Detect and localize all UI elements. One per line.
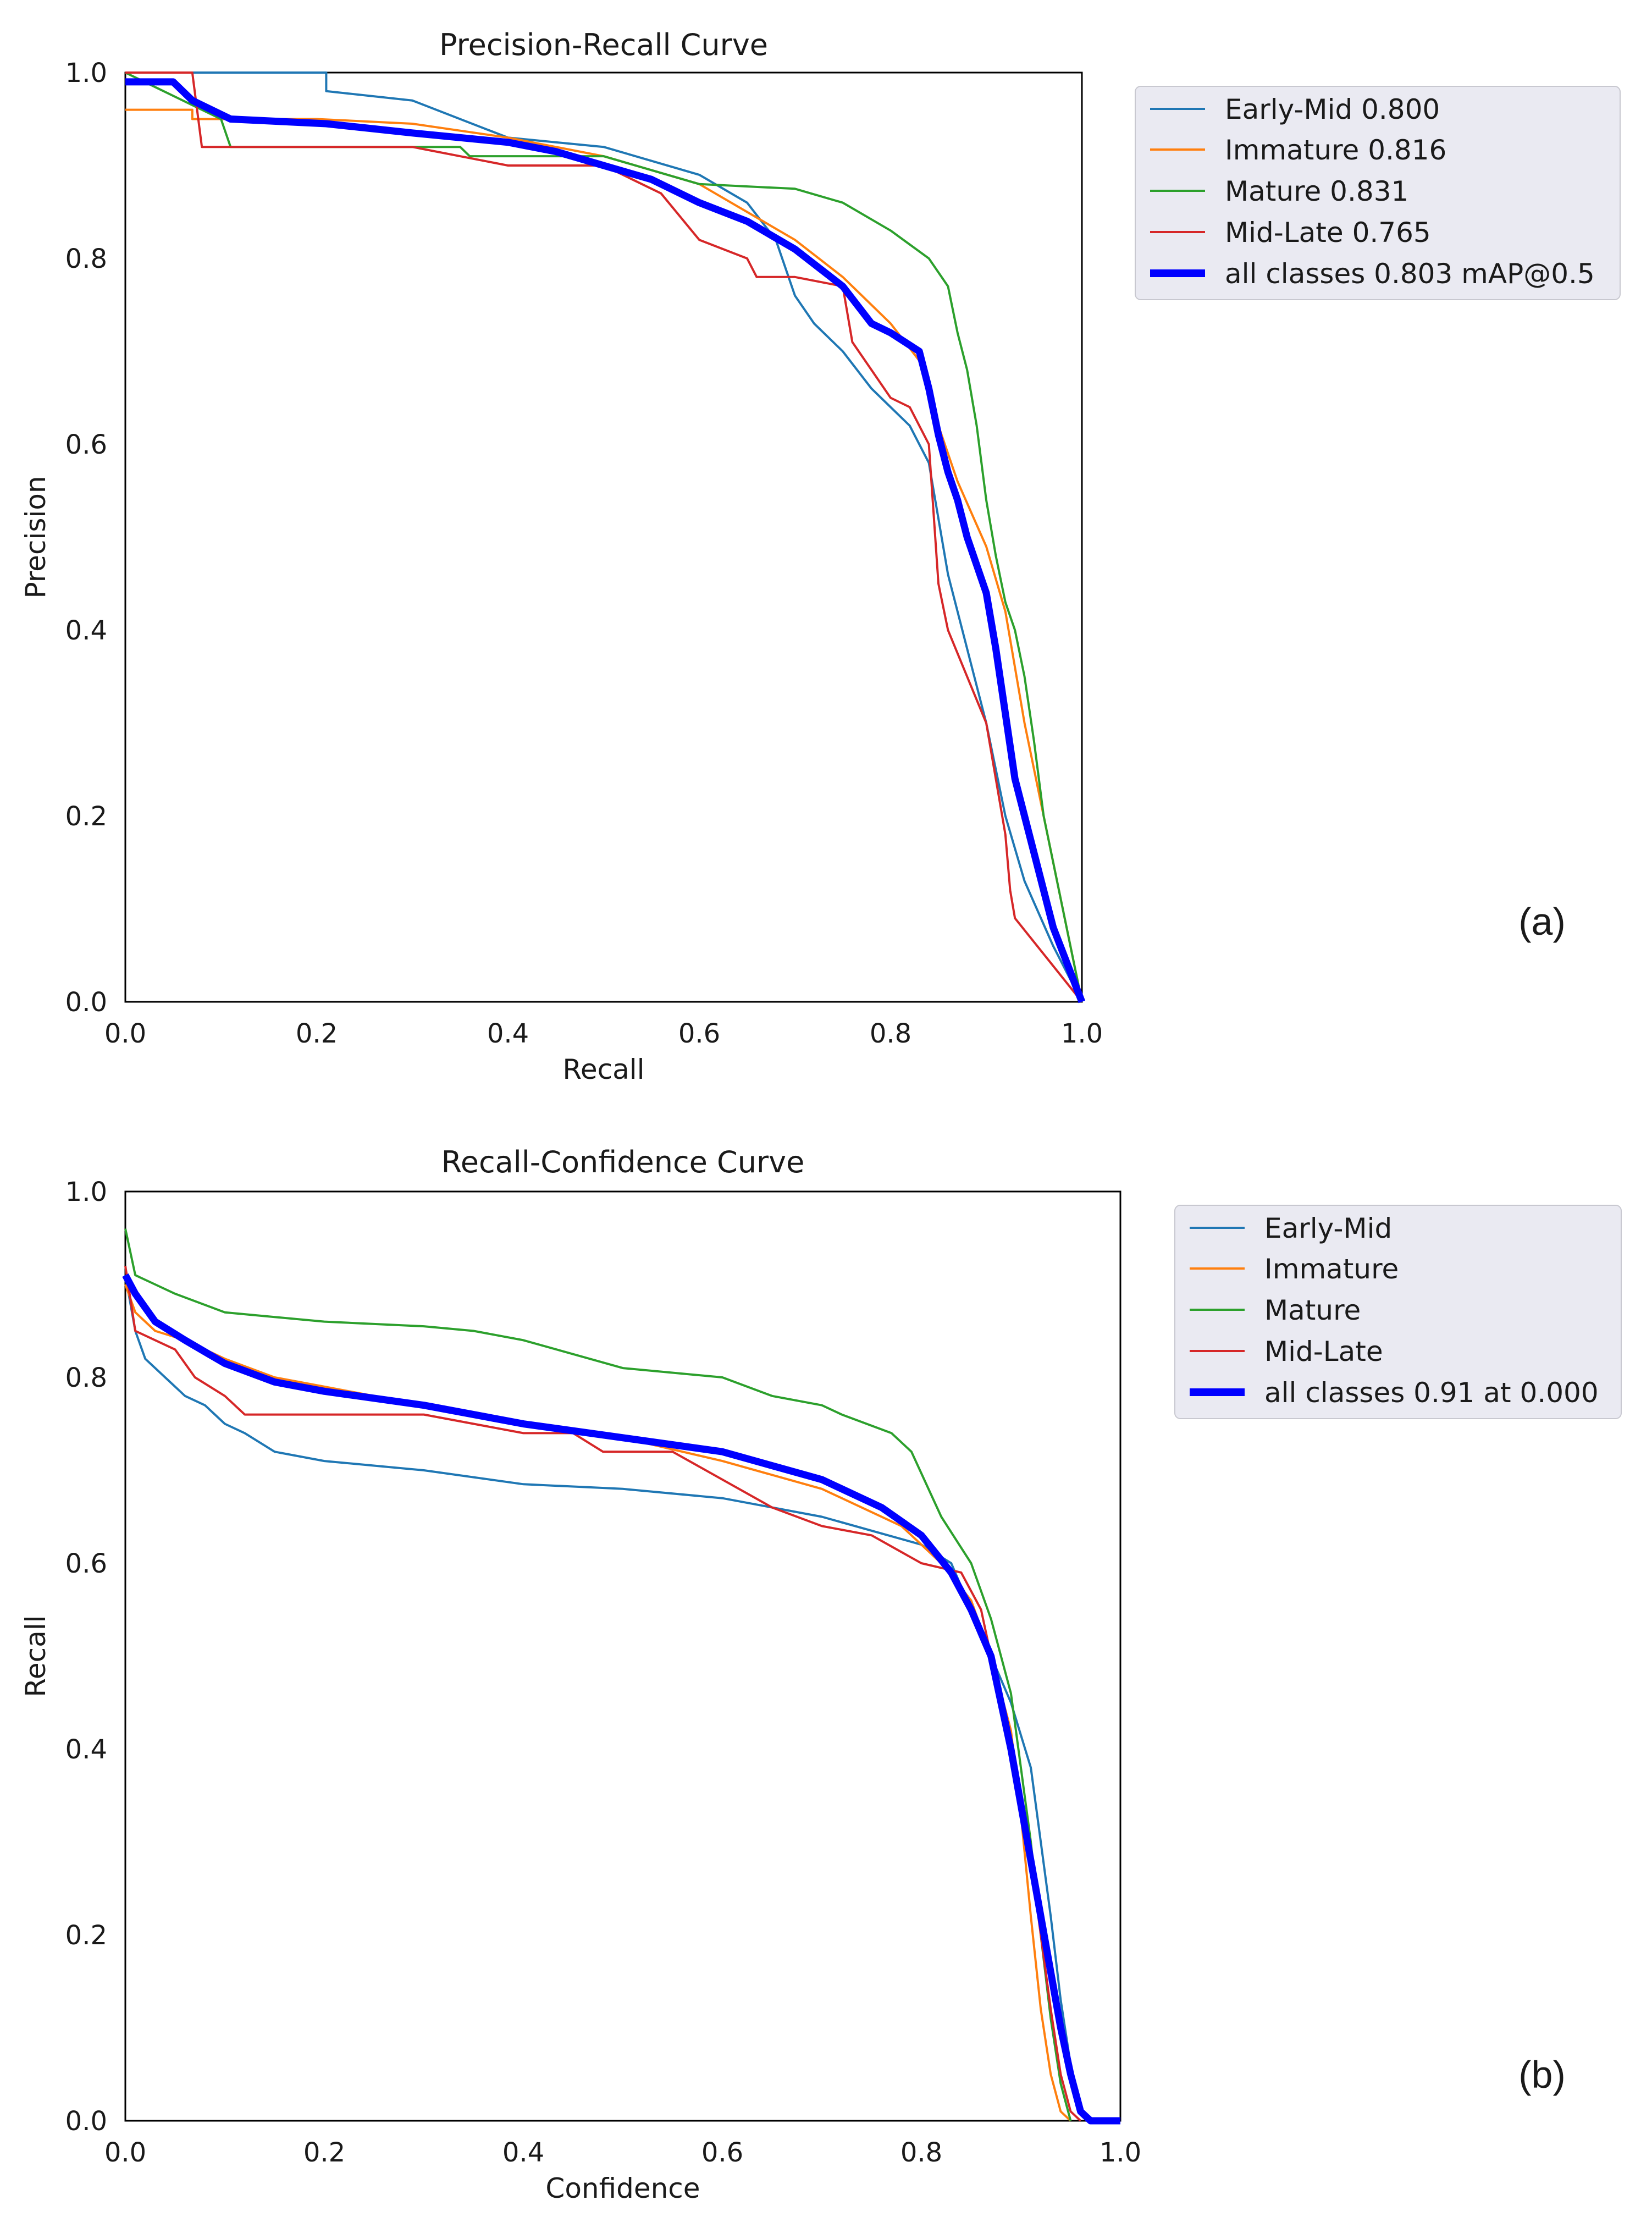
chart-a-ytick-label: 0.6 [65, 429, 107, 460]
chart-a-legend-label: all classes 0.803 mAP@0.5 [1225, 258, 1595, 290]
chart-b-legend-label: Mid-Late [1264, 1336, 1383, 1367]
chart-a-legend: Early-Mid 0.800 Immature 0.816 Mature 0.… [1135, 86, 1621, 300]
chart-b-legend-label: Mature [1264, 1294, 1361, 1326]
chart-b-ytick-label: 0.2 [65, 1920, 107, 1951]
chart-a-xtick-label: 0.6 [678, 1018, 720, 1049]
chart-b-legend: Early-Mid Immature Mature Mid-Late all c… [1174, 1205, 1622, 1419]
chart-b-series-mature [124, 1228, 1072, 2121]
chart-b-yticks: 0.0 0.2 0.4 0.6 0.8 1.0 [65, 1177, 107, 2137]
chart-a-ytick-label: 0.0 [65, 987, 107, 1018]
chart-a-xtick-label: 0.4 [487, 1018, 529, 1049]
chart-a-xtick-label: 1.0 [1061, 1018, 1103, 1049]
chart-b-ytick-label: 0.0 [65, 2106, 107, 2137]
chart-b-xticks: 0.0 0.2 0.4 0.6 0.8 1.0 [104, 2137, 1141, 2168]
chart-a-xtick-label: 0.2 [296, 1018, 338, 1049]
chart-b-legend-label: Early-Mid [1264, 1212, 1392, 1244]
chart-b: Recall-Confidence Curve 0.0 0.2 0.4 0.6 … [20, 1145, 1622, 2204]
chart-a-yticks: 0.0 0.2 0.4 0.6 0.8 1.0 [65, 58, 107, 1018]
chart-a-series-layer [125, 71, 1086, 1003]
chart-a-series-all-classes [125, 78, 1086, 1003]
chart-a: Precision-Recall Curve 0.0 0.2 0.4 0.6 0… [20, 27, 1621, 1085]
chart-a-title: Precision-Recall Curve [439, 27, 768, 62]
chart-a-legend-label: Mid-Late 0.765 [1225, 217, 1431, 249]
chart-b-xtick-label: 1.0 [1100, 2137, 1141, 2168]
chart-b-ytick-label: 0.6 [65, 1548, 107, 1579]
chart-b-xlabel: Confidence [545, 2172, 700, 2204]
chart-a-xlabel: Recall [562, 1054, 644, 1085]
chart-a-series-mid-late [125, 71, 1083, 1003]
chart-b-ylabel: Recall [20, 1615, 52, 1697]
chart-a-xticks: 0.0 0.2 0.4 0.6 0.8 1.0 [104, 1018, 1103, 1049]
chart-a-ytick-label: 1.0 [65, 58, 107, 89]
chart-a-legend-label: Early-Mid 0.800 [1225, 93, 1440, 125]
chart-b-series-all-classes [122, 1273, 1120, 2125]
chart-b-legend-box [1174, 1205, 1622, 1419]
chart-b-xtick-label: 0.0 [104, 2137, 146, 2168]
chart-a-series-mature [125, 71, 1083, 1002]
chart-a-legend-label: Mature 0.831 [1225, 175, 1408, 207]
chart-b-legend-label: all classes 0.91 at 0.000 [1264, 1377, 1599, 1409]
chart-b-ytick-label: 0.8 [65, 1363, 107, 1393]
chart-a-legend-label: Immature 0.816 [1225, 134, 1446, 166]
chart-b-xtick-label: 0.6 [701, 2137, 743, 2168]
chart-b-ytick-label: 1.0 [65, 1177, 107, 1207]
chart-a-ylabel: Precision [20, 476, 52, 598]
chart-a-plot-frame [124, 71, 1083, 1003]
chart-b-xtick-label: 0.2 [303, 2137, 345, 2168]
chart-b-xtick-label: 0.8 [900, 2137, 942, 2168]
chart-a-ytick-label: 0.8 [65, 244, 107, 274]
chart-b-xtick-label: 0.4 [502, 2137, 544, 2168]
chart-a-ytick-label: 0.2 [65, 801, 107, 832]
chart-a-ytick-label: 0.4 [65, 615, 107, 646]
chart-b-ytick-label: 0.4 [65, 1734, 107, 1765]
chart-b-title: Recall-Confidence Curve [441, 1145, 805, 1179]
chart-b-series-early-mid [124, 1275, 1092, 2122]
chart-a-panel-label: (a) [1518, 900, 1566, 943]
chart-b-plot-frame [124, 1190, 1121, 2122]
chart-a-xtick-label: 0.0 [104, 1018, 146, 1049]
chart-a-series-immature [125, 108, 1083, 1002]
chart-a-xtick-label: 0.8 [870, 1018, 911, 1049]
chart-a-legend-box [1135, 86, 1621, 300]
chart-b-series-layer [122, 1228, 1120, 2125]
chart-b-panel-label: (b) [1518, 2053, 1566, 2096]
chart-b-legend-label: Immature [1264, 1253, 1399, 1285]
